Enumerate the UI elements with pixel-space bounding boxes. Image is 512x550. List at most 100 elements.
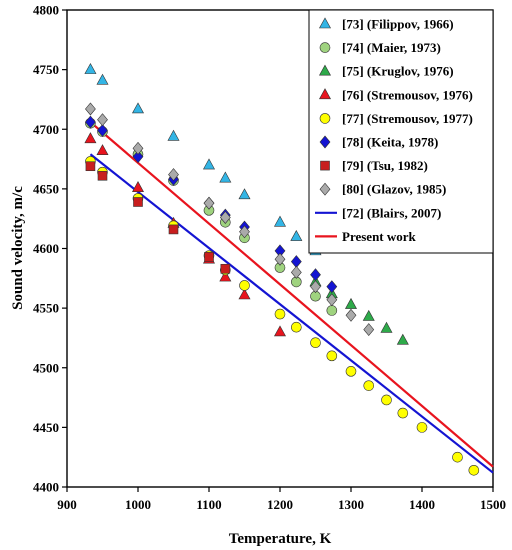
data-point: [326, 293, 338, 307]
y-tick-label: 4500: [33, 360, 59, 375]
data-point: [326, 280, 338, 294]
data-point: [310, 337, 321, 349]
legend-label: [76] (Stremousov, 1976): [342, 87, 473, 102]
legend-label: [75] (Kruglov, 1976): [342, 64, 454, 79]
data-points: [84, 63, 480, 476]
legend-label: Present work: [342, 229, 417, 244]
x-tick-label: 1400: [409, 497, 435, 512]
data-point: [131, 181, 145, 192]
data-point: [132, 150, 144, 164]
data-point: [168, 168, 179, 182]
data-point: [85, 161, 96, 172]
data-point: [274, 308, 286, 320]
data-point: [291, 321, 302, 333]
x-tick-label: 1000: [125, 497, 151, 512]
legend-marker: [319, 182, 331, 196]
data-point: [96, 144, 109, 156]
data-point: [345, 308, 357, 322]
data-point: [96, 73, 109, 85]
x-tick-label: 1300: [338, 497, 364, 512]
data-point: [204, 252, 214, 262]
legend-marker: [318, 88, 332, 100]
data-point: [381, 394, 392, 406]
data-point: [97, 113, 108, 127]
y-tick-label: 4800: [33, 3, 59, 18]
data-point: [132, 141, 144, 155]
data-point: [97, 123, 108, 137]
legend-marker: [318, 17, 332, 29]
legend-label: [78] (Keita, 1978): [342, 135, 438, 150]
data-point: [344, 297, 358, 309]
legend-marker: [319, 135, 331, 149]
y-tick-label: 4600: [33, 241, 59, 256]
axes: 900 1000 1100 1200 1300 1400 1500 4400 4450 4500 4…: [33, 3, 506, 513]
legend-box: [308, 9, 494, 254]
x-tick-label: 900: [57, 497, 77, 512]
data-point: [84, 63, 97, 74]
data-point: [219, 211, 231, 224]
data-point: [363, 380, 375, 391]
data-point: [168, 224, 179, 235]
series-line: [89, 121, 494, 468]
y-tick-label: 4550: [33, 301, 59, 316]
data-point: [310, 268, 321, 282]
legend-marker: [319, 113, 331, 124]
legend-label: [79] (Tsu, 1982): [342, 158, 428, 173]
legend-label: [72] (Blairs, 2007): [342, 205, 441, 220]
legend-marker: [319, 42, 331, 53]
data-point: [133, 197, 143, 207]
data-point: [97, 170, 108, 181]
x-tick-label: 1200: [267, 497, 293, 512]
x-tick-label: 1100: [196, 497, 221, 512]
data-point: [273, 215, 287, 227]
data-point: [326, 350, 338, 362]
data-point: [239, 280, 250, 291]
data-point: [397, 407, 409, 419]
legend-label: [80] (Glazov, 1985): [342, 182, 446, 197]
data-point: [220, 263, 231, 274]
data-point: [219, 270, 232, 282]
data-point: [396, 333, 409, 345]
data-point: [290, 229, 303, 241]
y-tick-label: 4650: [33, 181, 59, 196]
data-point: [274, 252, 286, 266]
legend-marker: [318, 64, 332, 76]
fit-lines: [89, 121, 494, 474]
data-point: [290, 255, 302, 269]
y-tick-label: 4450: [33, 420, 59, 435]
data-point: [131, 102, 145, 114]
data-point: [84, 132, 97, 144]
y-tick-label: 4750: [33, 62, 59, 77]
data-point: [290, 265, 302, 279]
data-point: [238, 288, 251, 300]
data-point: [167, 129, 180, 141]
data-point: [238, 188, 251, 200]
data-point: [219, 171, 232, 183]
data-point: [239, 225, 250, 239]
y-axis-title: Sound velocity, m/c: [10, 186, 26, 310]
data-point: [345, 366, 357, 377]
data-point: [326, 305, 338, 316]
legend-label: [73] (Filippov, 1966): [342, 17, 454, 32]
x-axis-title: Temperature, K: [229, 531, 332, 547]
data-point: [452, 451, 463, 463]
data-point: [85, 115, 96, 129]
data-point: [85, 102, 96, 116]
data-point: [380, 321, 393, 333]
data-point: [203, 196, 215, 210]
legend-label: [77] (Stremousov, 1977): [342, 111, 473, 126]
legend: [73] (Filippov, 1966) [74] (Maier, 1973) […: [308, 9, 494, 254]
legend-label: [74] (Maier, 1973): [342, 40, 441, 55]
y-tick-label: 4700: [33, 122, 59, 137]
series-line: [89, 153, 494, 474]
data-point: [468, 465, 480, 476]
legend-marker: [320, 160, 330, 171]
y-tick-label: 4400: [33, 480, 59, 495]
data-point: [310, 280, 321, 294]
data-point: [363, 323, 375, 337]
x-tick-label: 1500: [480, 497, 506, 512]
data-point: [362, 309, 375, 321]
data-point: [202, 158, 216, 170]
data-point: [273, 325, 287, 337]
